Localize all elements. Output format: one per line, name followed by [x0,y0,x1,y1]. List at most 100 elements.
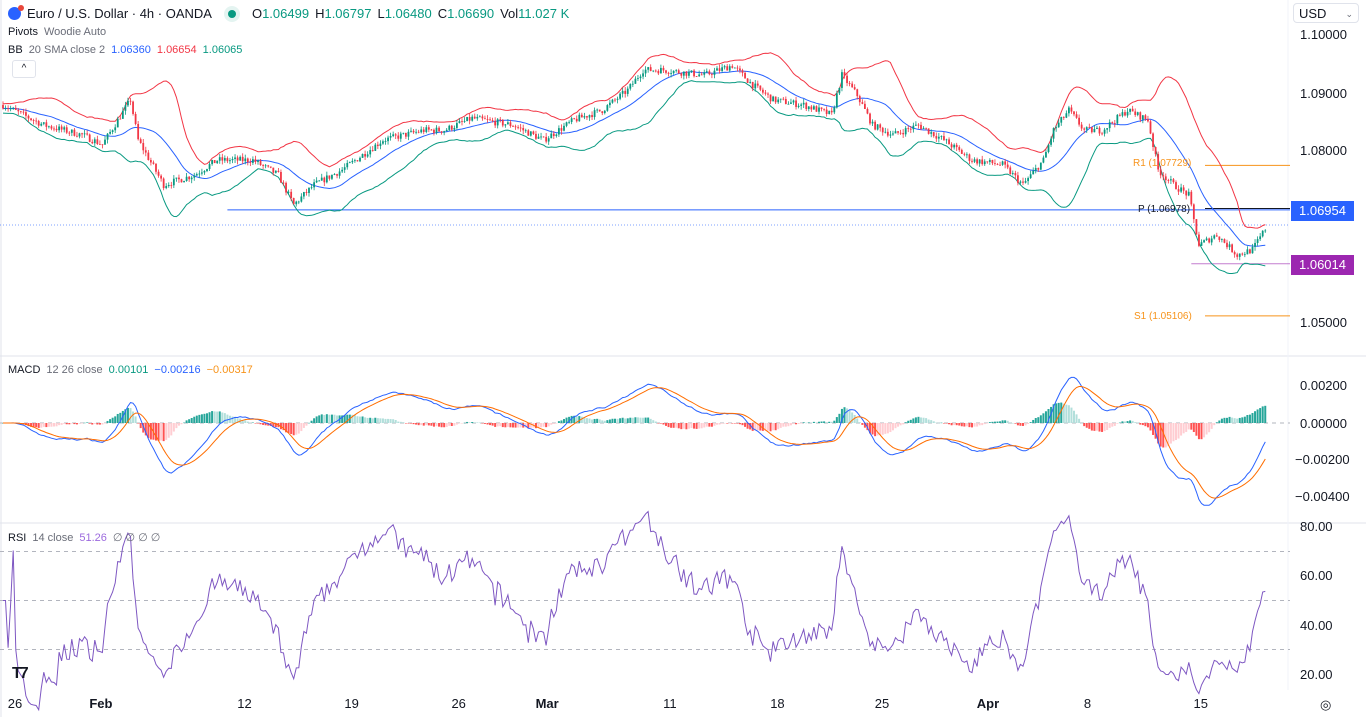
candle-body [1246,249,1249,255]
candle-body [915,124,917,126]
candle-body [405,132,407,137]
candle-body [1129,108,1131,112]
macd-histogram-bar [578,416,581,423]
candle-body [234,157,236,159]
macd-tick: 0.00200 [1300,378,1347,393]
candle-body [1256,239,1259,243]
candle-body [943,136,945,140]
candle-body [17,109,20,112]
candle-body [356,160,359,162]
candle-body [111,130,114,132]
macd-histogram-bar [399,421,402,423]
candle-body [514,126,517,128]
candle-body [25,112,27,116]
candle-body [48,126,50,128]
candle-body [894,131,897,134]
macd-histogram-bar [1067,405,1070,423]
candle-body [1215,235,1218,237]
macd-histogram-bar [1118,422,1121,424]
candle-body [810,106,813,110]
macd-histogram-bar [1136,422,1139,424]
candle-body [402,132,405,134]
bb-lower-value: 1.06065 [202,44,243,56]
macd-histogram-bar [805,422,808,424]
candle-body [292,198,295,205]
candle-body [560,128,563,131]
candle-body [287,191,290,193]
macd-legend[interactable]: MACD 12 26 close 0.00101 −0.00216 −0.003… [8,364,253,376]
candle-body [624,90,627,94]
candle-body [779,98,782,100]
macd-histogram-bar [1141,423,1144,426]
macd-histogram-bar [160,423,163,441]
macd-histogram-bar [366,417,369,423]
macd-histogram-bar [614,418,616,423]
candle-body [1259,236,1262,240]
eye-icon[interactable]: ◎ [1320,697,1332,712]
macd-histogram-bar [1083,423,1086,427]
macd-signal-line [3,386,1266,499]
candle-body [453,127,456,130]
candle-body [1221,239,1223,240]
candle-body [170,185,173,186]
macd-histogram-bar [185,420,188,423]
candle-body [305,192,308,193]
macd-histogram-bar [1121,421,1124,423]
macd-histogram-bar [840,408,843,423]
candle-body [14,107,17,110]
macd-histogram-bar [27,423,30,427]
macd-histogram-bar [111,417,114,423]
candle-body [960,149,963,154]
macd-tick: −0.00200 [1295,452,1350,467]
macd-hist-value: 0.00101 [108,364,149,376]
macd-histogram-bar [1098,423,1101,432]
macd-histogram-bar [1116,423,1119,424]
rsi-tick: 40.00 [1300,618,1333,633]
candle-body [971,160,973,162]
candle-body [626,88,629,94]
candle-body [1152,133,1154,147]
currency-select[interactable]: USD ⌄ [1293,3,1359,23]
currency-value: USD [1299,6,1327,21]
candle-body [223,158,226,161]
candle-body [226,158,229,162]
symbol-legend[interactable]: Euro / U.S. Dollar · 4h · OANDA O1.06499… [8,5,569,21]
candle-body [494,120,497,126]
candle-body [739,68,741,71]
tradingview-logo-icon[interactable]: T7 [12,665,29,682]
macd-histogram-bar [792,423,795,425]
bb-legend[interactable]: BB 20 SMA close 2 1.06360 1.06654 1.0606… [8,44,242,56]
time-tick: 19 [344,696,359,711]
macd-histogram-bar [733,423,736,424]
macd-histogram-bar [621,417,624,423]
collapse-legend-button[interactable]: ^ [12,60,36,78]
time-tick: 18 [770,696,785,711]
macd-histogram-bar [746,423,749,429]
candle-body [303,192,305,197]
candle-body [208,164,211,170]
rsi-legend[interactable]: RSI 14 close 51.26 ∅ ∅ ∅ ∅ [8,531,160,545]
candle-body [129,100,132,102]
candle-body [274,170,277,173]
candle-body [142,142,145,151]
bollinger-bands [2,52,1266,274]
macd-histogram-bar [476,422,479,423]
macd-name: MACD [8,364,41,376]
macd-histogram-bar [807,422,810,423]
macd-histogram-bar [659,423,662,424]
pivots-legend[interactable]: Pivots Woodie Auto [8,26,106,38]
candle-body [736,67,739,69]
macd-histogram-bar [445,423,448,427]
candle-body [201,172,203,174]
candle-body [180,179,183,183]
candle-body [629,84,632,89]
candle-body [124,105,127,111]
candle-body [241,156,244,162]
high-value: 1.06797 [324,6,372,21]
candle-body [389,136,392,138]
macd-histogram-bar [560,420,563,423]
candle-body [361,154,364,158]
macd-histogram-bar [114,416,117,423]
macd-histogram-bar [825,422,828,423]
